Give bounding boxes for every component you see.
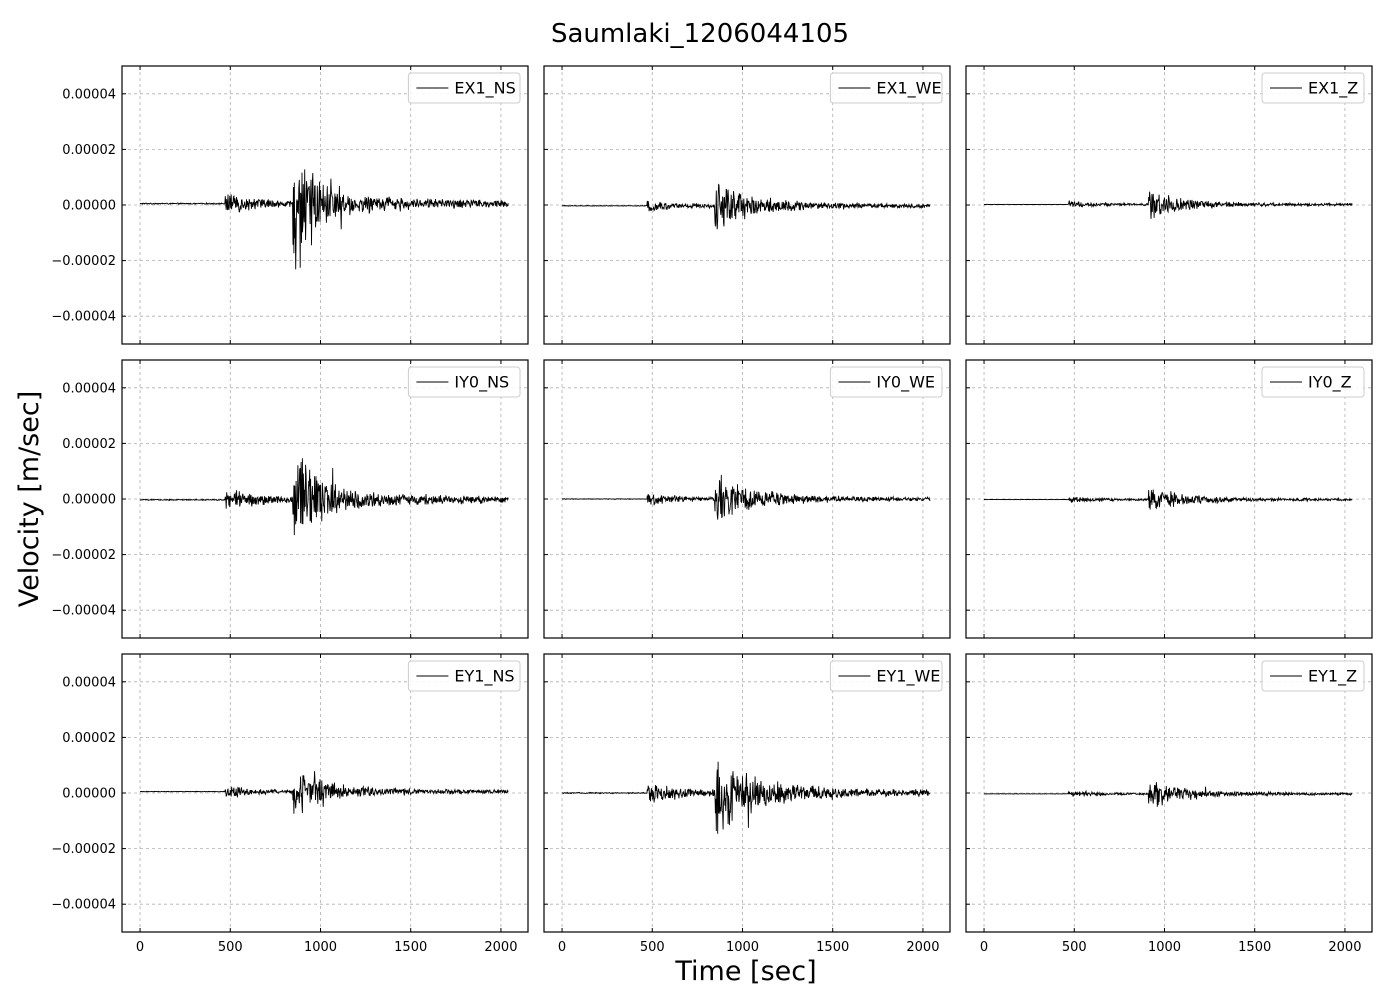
y-tick-label: −0.00002 [51,254,116,269]
trace-iy0-we [561,474,931,520]
legend: EX1_Z [1261,72,1365,104]
legend-label: IY0_Z [1308,373,1352,393]
x-tick-label: 0 [558,940,566,955]
trace-ex1-ns [139,169,509,270]
x-tick-label: 500 [1062,940,1087,955]
y-tick-label: 0.00002 [62,731,116,746]
panel-iy0-we: IY0_WE [543,359,951,639]
panel-frame [965,653,1373,933]
legend-box [1261,72,1365,104]
y-axis-label: Velocity [m/sec] [14,391,45,608]
y-tick-label: −0.00002 [51,548,116,563]
y-tick-label: 0.00000 [62,787,116,802]
legend: IY0_NS [407,366,521,398]
legend: EX1_WE [829,72,943,104]
x-tick-label: 2000 [484,940,517,955]
legend-box [407,660,521,692]
legend-box [829,366,943,398]
panel-frame [543,359,951,639]
legend-label: EX1_WE [876,79,941,99]
x-tick-label: 1500 [816,940,849,955]
y-tick-label: 0.00002 [62,437,116,452]
panel-frame [543,653,951,933]
x-tick-label: 1500 [394,940,427,955]
legend-label: IY0_NS [454,373,509,393]
x-tick-label: 1000 [1148,940,1181,955]
legend: EY1_NS [407,660,521,692]
panel-ex1-ns: 0.00004 0.00002 0.00000 −0.00002 −0.00004 EX1… [51,65,529,345]
x-tick-label: 500 [640,940,665,955]
trace-ex1-z [983,191,1353,219]
x-tick-label: 2000 [1328,940,1361,955]
legend-label: EX1_NS [454,79,515,99]
panel-iy0-ns: 0.00004 0.00002 0.00000 −0.00002 −0.00004 IY0… [51,359,529,639]
x-tick-label: 500 [218,940,243,955]
legend-box [829,72,943,104]
y-tick-label: −0.00004 [51,898,116,913]
legend-label: EX1_Z [1308,79,1358,99]
x-tick-label: 0 [980,940,988,955]
panel-frame [543,65,951,345]
x-tick-label: 1000 [726,940,759,955]
panel-ey1-we: 0 500 1000 1500 2000 EY1_WE [543,653,951,955]
x-tick-label: 1500 [1238,940,1271,955]
y-tick-label: 0.00004 [62,675,116,690]
y-tick-label: 0.00004 [62,87,116,102]
trace-iy0-ns [139,458,509,536]
y-tick-label: 0.00000 [62,199,116,214]
panel-frame [121,653,529,933]
legend-box [407,366,521,398]
y-tick-label: 0.00002 [62,143,116,158]
trace-ey1-z [983,782,1353,807]
x-tick-label: 1000 [304,940,337,955]
legend: IY0_WE [829,366,943,398]
legend: EY1_WE [829,660,943,692]
legend-label: EY1_NS [454,667,514,687]
panel-frame [965,359,1373,639]
panel-ey1-ns: 0.00004 0.00002 0.00000 −0.00002 −0.00004 0 50… [51,653,529,955]
legend-box [407,72,521,104]
legend-box [829,660,943,692]
panel-iy0-z: IY0_Z [965,359,1373,639]
trace-ey1-ns [139,771,509,814]
trace-ex1-we [561,183,931,230]
x-tick-label: 2000 [906,940,939,955]
trace-ey1-we [561,761,931,834]
panel-frame [121,65,529,345]
legend-box [1261,366,1365,398]
y-tick-label: 0.00000 [62,493,116,508]
panels-grid: 0.00004 0.00002 0.00000 −0.00002 −0.00004 EX1… [51,65,1373,955]
y-tick-label: −0.00004 [51,604,116,619]
figure-title: Saumlaki_1206044105 [551,19,849,49]
panel-frame [121,359,529,639]
panel-ex1-we: EX1_WE [543,65,951,345]
panel-ey1-z: 0 500 1000 1500 2000 EY1_Z [965,653,1373,955]
legend: EY1_Z [1261,660,1365,692]
y-tick-label: −0.00004 [51,310,116,325]
legend: EX1_NS [407,72,521,104]
legend: IY0_Z [1261,366,1365,398]
trace-iy0-z [984,489,1353,510]
x-tick-label: 0 [136,940,144,955]
x-axis-label: Time [sec] [674,956,816,987]
legend-label: EY1_Z [1308,667,1357,687]
panel-ex1-z: EX1_Z [965,65,1373,345]
y-tick-label: −0.00002 [51,842,116,857]
panel-frame [965,65,1373,345]
legend-label: EY1_WE [876,667,940,687]
y-tick-label: 0.00004 [62,381,116,396]
legend-label: IY0_WE [876,373,935,393]
legend-box [1261,660,1365,692]
